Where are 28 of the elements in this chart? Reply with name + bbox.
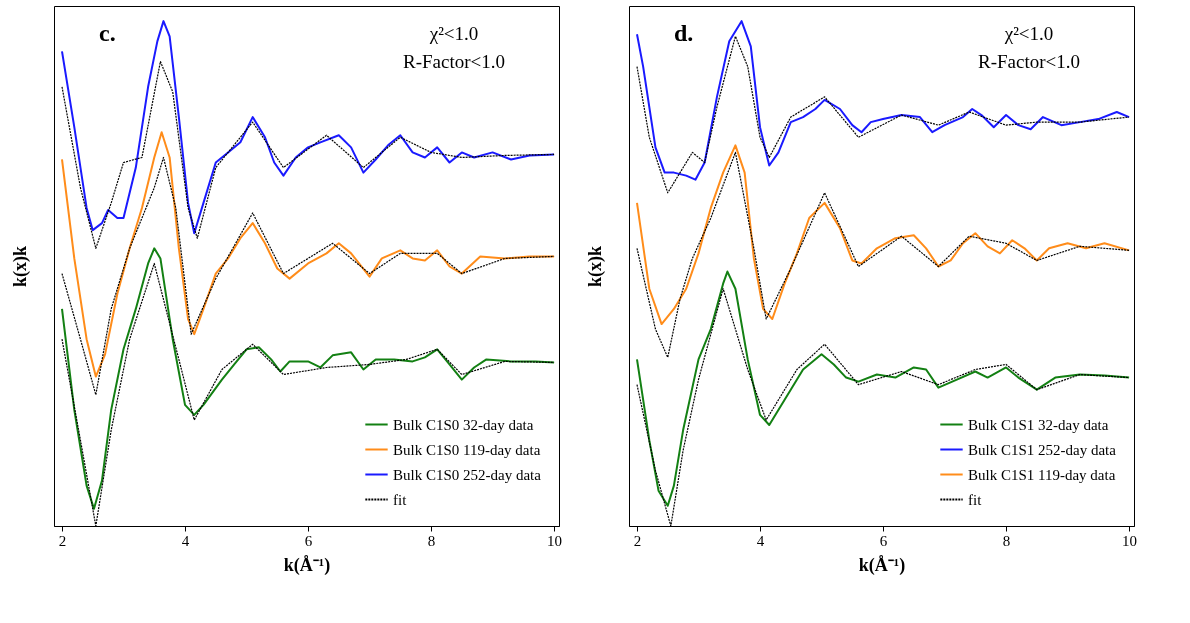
annotation: d. <box>674 20 694 46</box>
legend-label: Bulk C1S0 252-day data <box>393 466 542 483</box>
legend-label: fit <box>968 491 983 508</box>
x-tick-label: 4 <box>181 532 190 549</box>
legend-label: Bulk C1S1 32-day data <box>968 416 1109 433</box>
annotation: R-Factor<1.0 <box>402 51 506 72</box>
y-axis-title: k(x)k <box>584 245 606 288</box>
legend-label: Bulk C1S1 252-day data <box>968 441 1117 458</box>
legend-label: Bulk C1S0 32-day data <box>393 416 534 433</box>
annotation: χ²<1.0 <box>428 23 479 44</box>
legend-label: Bulk C1S1 119-day data <box>968 466 1116 483</box>
x-tick-label: 4 <box>756 532 765 549</box>
x-axis-title: k(Å⁻¹) <box>858 554 906 576</box>
legend-label: Bulk C1S0 119-day data <box>393 441 541 458</box>
y-axis-title: k(x)k <box>9 245 31 288</box>
legend-label: fit <box>393 491 408 508</box>
annotation: χ²<1.0 <box>1003 23 1054 44</box>
x-axis-title: k(Å⁻¹) <box>283 554 331 576</box>
x-tick-label: 6 <box>879 532 888 549</box>
x-tick-label: 2 <box>58 532 67 549</box>
x-tick-label: 2 <box>633 532 642 549</box>
x-tick-label: 6 <box>304 532 313 549</box>
annotation: R-Factor<1.0 <box>977 51 1081 72</box>
annotation: c. <box>99 20 116 46</box>
x-tick-label: 8 <box>1002 532 1011 549</box>
x-tick-label: 10 <box>1122 532 1138 549</box>
x-tick-label: 10 <box>547 532 563 549</box>
x-tick-label: 8 <box>427 532 436 549</box>
